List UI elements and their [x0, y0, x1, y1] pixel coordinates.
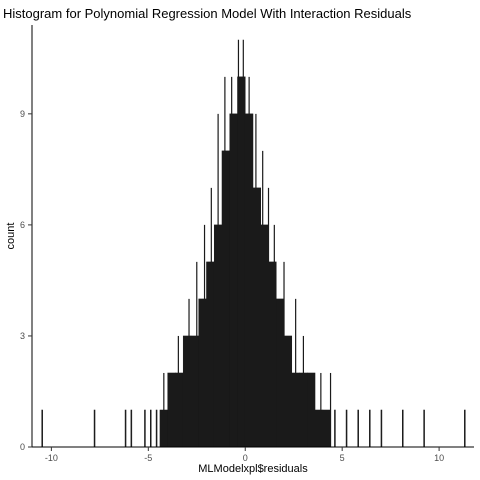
histogram-bar: [124, 409, 127, 448]
histogram-bar: [190, 335, 199, 448]
x-tick-label: -10: [45, 453, 58, 463]
histogram-bar: [276, 298, 285, 448]
y-tick-label: 9: [20, 109, 25, 119]
histogram-bar: [357, 409, 359, 448]
x-axis-title: MLModelxpl$residuals: [198, 463, 308, 475]
x-axis-ticks: -10 -5 0 5 10: [45, 447, 444, 463]
y-tick-label: 0: [20, 442, 25, 452]
histogram-bar: [464, 409, 466, 448]
chart-title: Histogram for Polynomial Regression Mode…: [3, 6, 412, 21]
histogram-bar: [150, 409, 152, 448]
histogram-bar: [167, 372, 176, 448]
x-tick-label: 10: [434, 453, 444, 463]
histogram-bar: [423, 409, 425, 448]
histogram-bar: [345, 409, 348, 448]
histogram-bar: [322, 409, 331, 448]
histogram-bar: [144, 409, 146, 448]
y-tick-label: 3: [20, 331, 25, 341]
x-tick-label: 5: [340, 453, 345, 463]
histogram-bar: [229, 113, 238, 448]
histogram-bar: [175, 372, 184, 448]
histogram-bar: [198, 298, 207, 448]
histogram-bar: [260, 224, 269, 448]
y-axis-ticks: 0 3 6 9: [20, 109, 32, 452]
x-tick-label: 0: [243, 453, 248, 463]
x-tick-label: -5: [144, 453, 152, 463]
histogram-bar: [155, 409, 158, 448]
histogram-bar: [283, 335, 293, 448]
histogram-bar: [268, 261, 277, 448]
histogram-bar: [93, 409, 96, 448]
histogram-bar: [369, 409, 371, 448]
y-axis-title: count: [5, 223, 17, 250]
histogram-bar: [402, 409, 404, 448]
histogram-bar: [182, 335, 192, 448]
histogram-bar: [252, 187, 262, 448]
histogram-bar: [221, 150, 230, 448]
histogram-bar: [314, 409, 324, 448]
histogram-bar: [41, 409, 43, 448]
histogram-bar: [206, 261, 215, 448]
histogram-bar: [380, 409, 383, 448]
bars-layer: [41, 39, 466, 448]
histogram-bar: [130, 409, 133, 448]
histogram-bar: [334, 409, 336, 448]
y-tick-label: 6: [20, 220, 25, 230]
histogram-bar: [307, 372, 316, 448]
